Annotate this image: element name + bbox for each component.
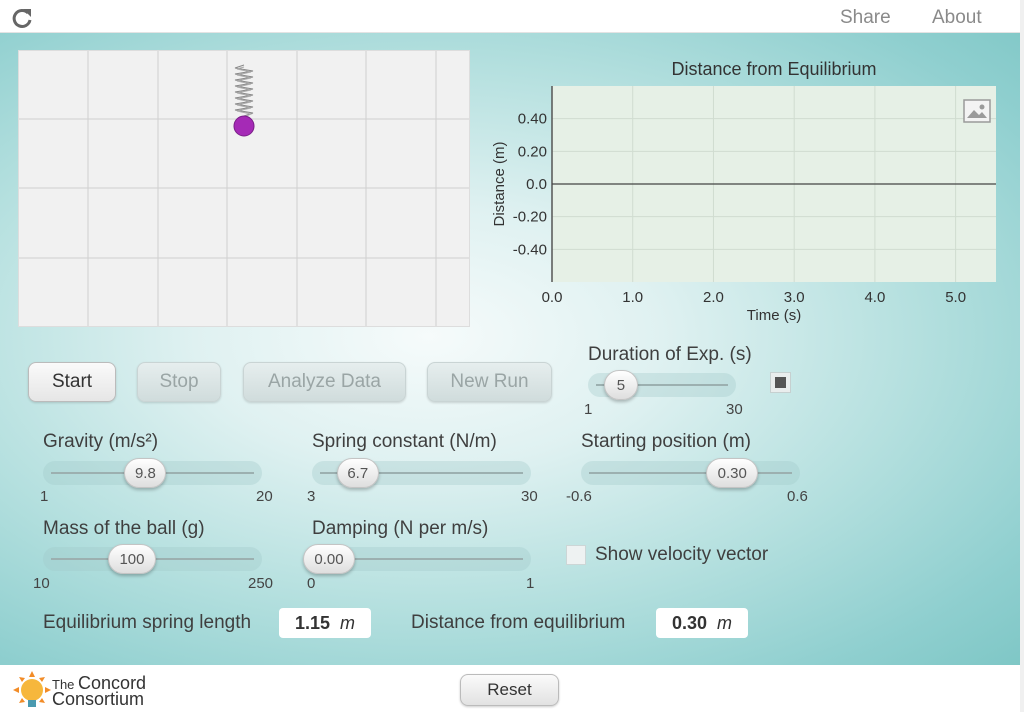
spring-constant-slider[interactable]: 6.7	[312, 458, 531, 488]
spring-constant-max: 30	[521, 488, 538, 505]
starting-position-label: Starting position (m)	[581, 431, 752, 452]
starting-position-slider-handle[interactable]: 0.30	[706, 458, 759, 488]
logo-consortium: Consortium	[52, 689, 145, 709]
gravity-label: Gravity (m/s²)	[43, 431, 159, 452]
analyze-data-button[interactable]: Analyze Data	[243, 362, 406, 402]
gravity-max: 20	[256, 488, 273, 505]
y-axis-label: Distance (m)	[491, 141, 508, 226]
mass-max: 250	[248, 575, 274, 592]
y-tick-label: 0.0	[526, 176, 547, 193]
logo-the: The	[52, 677, 75, 692]
logo-concord: Concord	[78, 673, 147, 693]
distance-from-equilibrium-unit: m	[717, 612, 733, 633]
stop-button[interactable]: Stop	[137, 362, 221, 402]
spring-constant-label: Spring constant (N/m)	[312, 431, 497, 452]
duration-slider-handle[interactable]: 5	[603, 370, 638, 400]
y-tick-label: 0.20	[518, 143, 547, 160]
graph-title: Distance from Equilibrium	[671, 59, 877, 79]
reset-button[interactable]: Reset	[460, 674, 559, 706]
image-icon[interactable]	[963, 99, 991, 123]
equilibrium-length-readout: 1.15 m	[279, 608, 371, 638]
distance-graph: 0.0 1.0 2.0 3.0 4.0 5.00.400.200.0-0.20-0.40 …	[491, 86, 996, 324]
starting-position-max: 0.6	[787, 488, 808, 505]
equilibrium-length-unit: m	[340, 612, 356, 633]
show-velocity-label[interactable]: Show velocity vector	[595, 544, 769, 565]
y-tick-label: -0.40	[513, 241, 547, 258]
duration-toggle-button[interactable]	[770, 372, 791, 393]
duration-slider[interactable]: 5	[588, 370, 736, 400]
mass-slider-handle[interactable]: 100	[107, 544, 156, 574]
reload-icon[interactable]	[11, 7, 33, 29]
mass-slider[interactable]: 100	[43, 544, 262, 574]
x-tick-label: 3.0	[784, 289, 805, 306]
starting-position-min: -0.6	[566, 488, 592, 505]
simulation-canvas	[19, 51, 469, 326]
duration-min: 1	[584, 401, 593, 418]
top-bar: Share About	[0, 0, 1020, 33]
x-axis-label: Time (s)	[747, 307, 801, 324]
about-link[interactable]: About	[932, 7, 982, 28]
mass-min: 10	[33, 575, 50, 592]
mass-label: Mass of the ball (g)	[43, 518, 205, 539]
logo-text: The Concord Consortium	[52, 673, 147, 709]
x-tick-label: 0.0	[542, 289, 563, 306]
spring-constant-slider-handle[interactable]: 6.7	[336, 458, 379, 488]
duration-label: Duration of Exp. (s)	[588, 344, 752, 365]
concord-consortium-logo[interactable]	[12, 670, 162, 710]
gravity-slider[interactable]: 9.8	[43, 458, 262, 488]
equilibrium-length-label: Equilibrium spring length	[43, 612, 252, 633]
damping-slider-handle[interactable]: 0.00	[303, 544, 355, 574]
y-tick-label: -0.20	[513, 209, 547, 226]
x-tick-label: 4.0	[864, 289, 885, 306]
distance-from-equilibrium-readout: 0.30 m	[656, 608, 748, 638]
equilibrium-length-value: 1.15	[294, 612, 331, 633]
x-tick-label: 2.0	[703, 289, 724, 306]
distance-from-equilibrium-value: 0.30	[671, 612, 708, 633]
y-tick-label: 0.40	[518, 111, 547, 128]
damping-label: Damping (N per m/s)	[312, 518, 489, 539]
simulation-view	[18, 50, 470, 327]
x-tick-label: 5.0	[945, 289, 966, 306]
window-edge	[1020, 0, 1024, 712]
show-velocity-checkbox[interactable]	[566, 545, 586, 565]
gravity-slider-handle[interactable]: 9.8	[124, 458, 167, 488]
starting-position-slider[interactable]: 0.30	[581, 458, 800, 488]
new-run-button[interactable]: New Run	[427, 362, 552, 402]
distance-from-equilibrium-label: Distance from equilibrium	[411, 612, 626, 633]
x-tick-label: 1.0	[622, 289, 643, 306]
damping-slider[interactable]: 0.00	[303, 544, 531, 574]
share-link[interactable]: Share	[840, 7, 891, 28]
spring-constant-min: 3	[307, 488, 316, 505]
gravity-min: 1	[40, 488, 49, 505]
damping-max: 1	[526, 575, 535, 592]
start-button[interactable]: Start	[28, 362, 116, 402]
spring	[234, 64, 254, 118]
duration-max: 30	[726, 401, 743, 418]
damping-min: 0	[307, 575, 316, 592]
ball[interactable]	[233, 115, 255, 137]
